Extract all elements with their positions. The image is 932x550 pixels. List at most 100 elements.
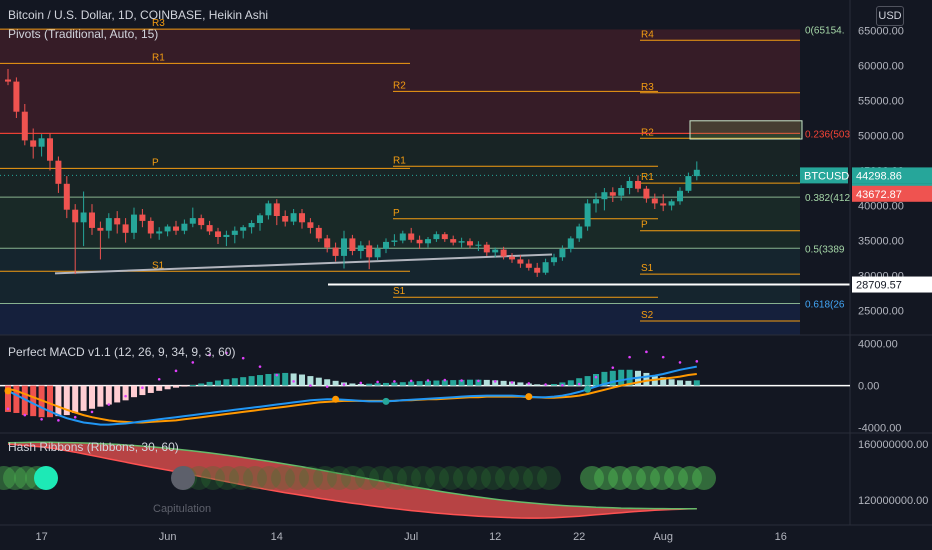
macd-histogram-bar xyxy=(660,377,667,386)
candle-body xyxy=(509,256,515,260)
fib-zone xyxy=(0,133,800,198)
macd-indicator-label[interactable]: Perfect MACD v1.1 (12, 26, 9, 34, 9, 3, … xyxy=(8,345,236,359)
candle-body xyxy=(660,203,667,206)
pivot-label: R1 xyxy=(641,172,654,183)
hash-tick-label: 160000000.00 xyxy=(858,439,928,451)
macd-histogram-bar xyxy=(290,373,297,386)
time-axis[interactable]: 17 Jun 14 Jul 12 22 Aug 16 xyxy=(35,531,786,543)
macd-cross-marker xyxy=(332,395,340,403)
candle-body xyxy=(198,218,205,226)
hash-ribbons-label[interactable]: Hash Ribbons (Ribbons, 30, 60) xyxy=(8,440,179,454)
macd-histogram-bar xyxy=(450,380,457,386)
pivot-label: R3 xyxy=(641,82,654,93)
capitulation-circle xyxy=(355,466,379,490)
macd-histogram-bar xyxy=(265,373,272,386)
macd-histogram-bar xyxy=(257,375,263,386)
price-tick-label: 40000.00 xyxy=(858,201,904,213)
macd-dot xyxy=(409,379,413,383)
time-tick-label: 16 xyxy=(775,531,787,543)
macd-histogram-bar xyxy=(105,385,112,405)
pivot-label: R4 xyxy=(641,29,654,40)
candle-body xyxy=(38,138,45,147)
macd-histogram-bar xyxy=(63,385,70,416)
macd-histogram-bar xyxy=(374,383,381,386)
macd-histogram-bar xyxy=(13,385,20,413)
currency-button[interactable]: USD xyxy=(876,6,904,26)
capitulation-circle xyxy=(215,466,239,490)
capitulation-circle xyxy=(453,466,477,490)
candle-body xyxy=(315,227,322,239)
candle-body xyxy=(131,214,137,233)
capitulation-circle xyxy=(229,466,253,490)
macd-histogram-bar xyxy=(458,379,465,386)
macd-dot xyxy=(426,379,430,382)
candle-body xyxy=(391,240,398,242)
macd-dot xyxy=(527,382,531,385)
macd-histogram-bar xyxy=(147,385,154,393)
price-tick-label: 60000.00 xyxy=(858,61,904,73)
macd-dot xyxy=(510,381,514,384)
macd-dot xyxy=(611,366,615,369)
candle-body xyxy=(47,138,53,161)
macd-histogram-bar xyxy=(534,384,541,386)
macd-histogram-bar xyxy=(189,385,196,387)
macd-dot xyxy=(628,355,631,359)
time-tick-label: 14 xyxy=(271,531,283,543)
macd-histogram-bar xyxy=(38,385,45,418)
capitulation-circle xyxy=(14,466,38,490)
capitulation-circle xyxy=(509,466,533,490)
pivot-label: P xyxy=(393,208,400,219)
candle-body xyxy=(425,239,431,244)
chart-title: Bitcoin / U.S. Dollar, 1D, COINBASE, Hei… xyxy=(8,8,269,22)
macd-dot xyxy=(661,355,665,359)
macd-dot xyxy=(225,351,228,355)
macd-histogram-bar xyxy=(349,383,356,386)
time-tick-label: 22 xyxy=(573,531,585,543)
macd-histogram-bar xyxy=(231,378,238,386)
candle-body xyxy=(231,230,238,235)
candle-body xyxy=(651,198,658,204)
pivot-label: R2 xyxy=(393,80,406,91)
macd-histogram-bar xyxy=(441,380,448,386)
price-tick-label: 65000.00 xyxy=(858,26,904,38)
candle-body xyxy=(551,257,557,263)
macd-dot xyxy=(359,381,363,385)
macd-histogram-bar xyxy=(72,385,79,413)
fib-label: 0.382(412 xyxy=(805,193,850,204)
candle-body xyxy=(525,263,532,268)
capitulation-circle xyxy=(327,466,351,490)
macd-histogram-bar xyxy=(677,380,683,386)
capitulation-circle xyxy=(692,466,716,490)
support-price-badge-bg xyxy=(852,276,932,293)
pivots-indicator-label[interactable]: Pivots (Traditional, Auto, 15) xyxy=(8,27,159,41)
last-price-badge-bg xyxy=(852,167,932,184)
candle-body xyxy=(408,233,415,240)
macd-histogram-bar xyxy=(324,379,331,386)
macd-dot xyxy=(376,380,379,384)
price-tick-label: 35000.00 xyxy=(858,236,904,248)
macd-dot xyxy=(477,379,480,383)
macd-histogram-bar xyxy=(215,380,221,386)
macd-dot xyxy=(241,356,245,360)
macd-histogram-bar xyxy=(80,385,87,411)
price-axis[interactable]: 25000.0030000.0035000.0040000.0045000.00… xyxy=(800,26,932,507)
fib-zone xyxy=(0,29,800,134)
macd-dot xyxy=(292,380,295,383)
macd-histogram-bar xyxy=(366,383,373,386)
candle-body xyxy=(609,192,616,196)
macd-histogram-bar xyxy=(5,385,11,412)
candle-body xyxy=(290,213,297,222)
candle-body xyxy=(517,259,524,264)
macd-histogram-bar xyxy=(467,379,473,386)
macd-histogram-bar xyxy=(693,380,700,386)
fib-zone xyxy=(0,248,800,304)
candle-body xyxy=(374,248,381,258)
price-tick-label: 50000.00 xyxy=(858,131,904,143)
pivot-label: S1 xyxy=(393,286,406,297)
candle-body xyxy=(97,227,104,231)
macd-cross-marker xyxy=(584,385,592,393)
macd-histogram-bar xyxy=(248,376,255,386)
fib-target-box xyxy=(689,120,803,140)
pivot-label: P xyxy=(152,157,159,168)
